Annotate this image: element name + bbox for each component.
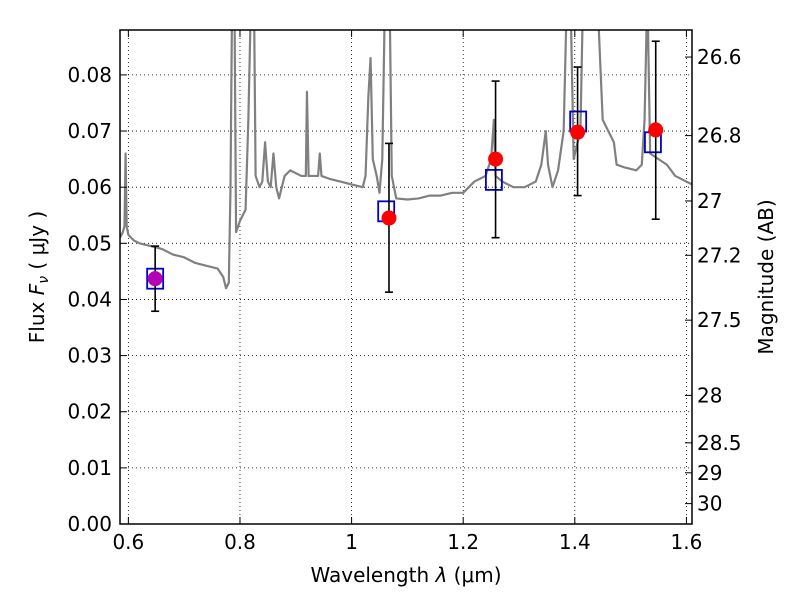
x-tick-label: 0.8 [224,530,256,554]
model-bandpass-square [484,168,503,191]
model-spectrum [120,30,692,290]
y2-tick-label: 26.8 [697,124,742,148]
grid [120,30,692,525]
y2-tick-label: 29 [697,461,722,485]
observed-special-point [147,271,163,287]
x-tick-label: 1.2 [447,530,479,554]
y-tick-label: 0.06 [67,175,112,199]
plot-frame [119,29,693,525]
y2-tick-label: 28 [697,383,722,407]
data-points [146,40,664,313]
y-tick-label: 0.07 [67,119,112,143]
y2-tick-label: 26.6 [697,45,742,69]
y2-axis-title: Magnitude (AB) [754,199,778,354]
x-tick-label: 1 [345,530,358,554]
y2-tick-label: 27.2 [697,243,742,267]
x-axis-title: Wavelength λ (μm) [310,563,501,587]
observed-point [381,210,397,226]
observed-point [648,122,664,138]
y-tick-label: 0.04 [67,287,112,311]
axis-ticks: 0.6 0.8 1 1.2 1.4 1.6 0.00 0.01 0.02 0.03 0.04 0.05… [67,30,742,554]
x-tick-label: 1.4 [559,530,591,554]
y-axis-title: Flux Fν ( μJy ) [25,211,52,343]
y-tick-label: 0.03 [67,344,112,368]
y-tick-label: 0.05 [67,231,112,255]
x-tick-label: 1.6 [671,530,703,554]
y2-tick-label: 27 [697,189,722,213]
y-tick-label: 0.01 [67,456,112,480]
observed-point [570,124,586,140]
observed-point [488,151,504,167]
x-tick-label: 0.6 [112,530,144,554]
y2-tick-label: 30 [697,492,722,516]
y2-tick-label: 27.5 [697,308,742,332]
model-spectrum-line [120,30,692,290]
y-tick-label: 0.00 [67,512,112,536]
y2-tick-label: 28.5 [697,431,742,455]
y-tick-label: 0.08 [67,63,112,87]
y-tick-label: 0.02 [67,400,112,424]
